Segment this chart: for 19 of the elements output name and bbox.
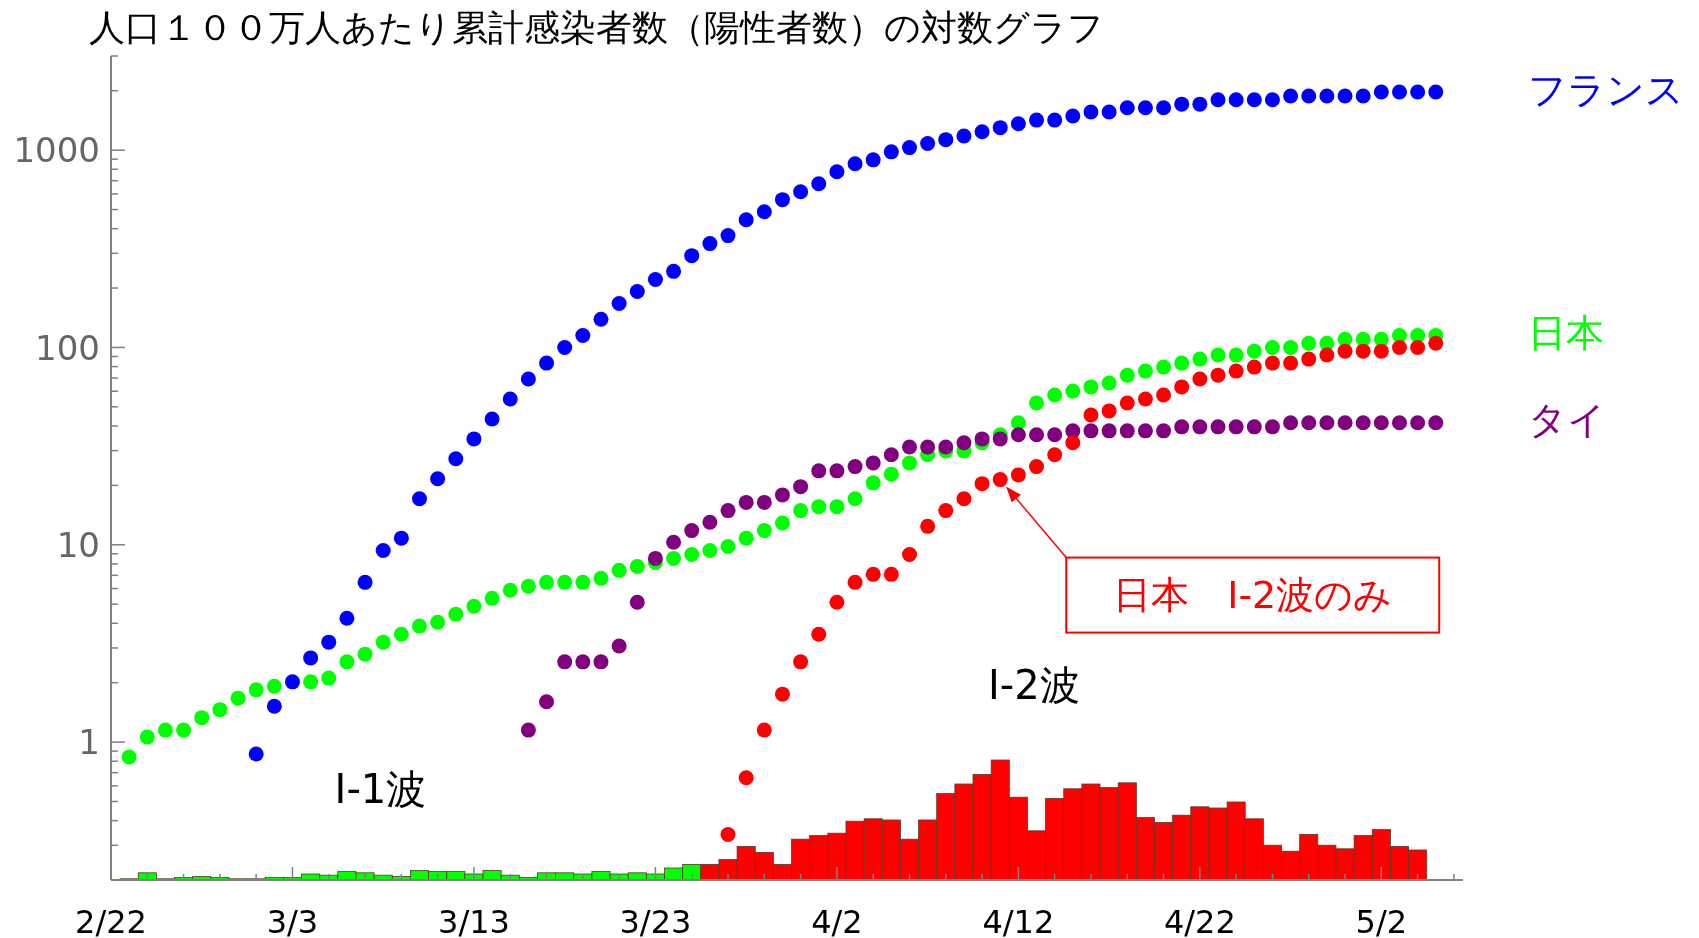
- y-tick-label: 1000: [13, 130, 100, 171]
- x-tick-label: 4/12: [982, 902, 1055, 938]
- annotation: Ⅰ-1波: [334, 766, 427, 813]
- x-tick-label: 4/2: [811, 902, 863, 938]
- x-tick-label: 3/3: [266, 902, 319, 938]
- x-tick-label: 3/23: [619, 902, 692, 938]
- x-tick-label: 2/22: [75, 902, 147, 938]
- x-tick-label: 5/2: [1355, 902, 1408, 938]
- y-tick-label: 1: [78, 722, 100, 763]
- y-tick-label: 10: [56, 525, 100, 566]
- x-tick-label: 4/22: [1163, 902, 1236, 938]
- chart-title: 人口１００万人あたり累計感染者数（陽性者数）の対数グラフ: [89, 7, 1104, 48]
- text: 日本 Ⅰ-2波のみ: [1113, 572, 1393, 617]
- text: 日本: [1528, 310, 1604, 355]
- y-tick-label: 100: [35, 327, 100, 368]
- text: フランス: [1528, 67, 1684, 112]
- annotation: Ⅰ-2波: [987, 662, 1080, 708]
- x-tick-label: 3/13: [438, 902, 510, 938]
- text: タイ: [1528, 398, 1606, 443]
